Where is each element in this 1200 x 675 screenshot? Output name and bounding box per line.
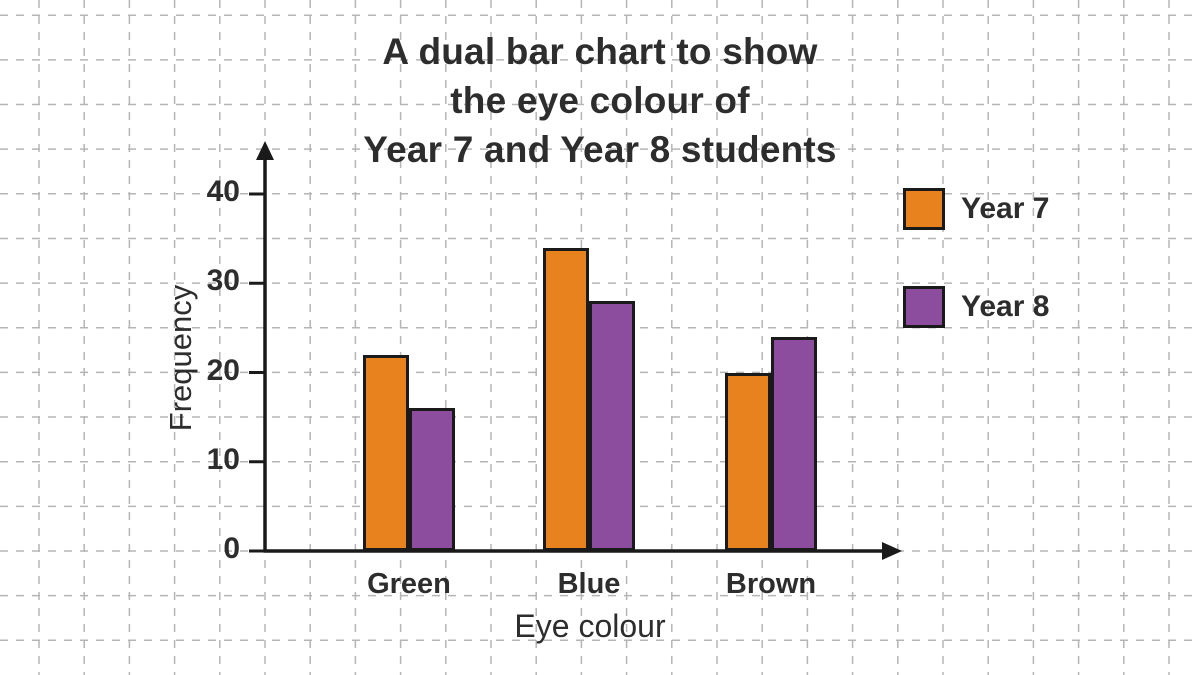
x-axis-label: Eye colour: [514, 608, 666, 644]
chart-title-line-3: Year 7 and Year 8 students: [363, 128, 837, 170]
x-axis-arrowhead: [882, 542, 902, 560]
bar-year-8-blue: [589, 301, 635, 551]
legend-swatch-year-8: [903, 286, 945, 328]
y-tick-label-30: 30: [206, 264, 240, 298]
legend: Year 7 Year 8: [903, 188, 1049, 328]
x-category-label-blue: Blue: [557, 568, 621, 600]
y-tick-label-20: 20: [206, 353, 240, 387]
chart-title-line-1: A dual bar chart to show: [382, 31, 818, 72]
bar-year-8-green: [409, 408, 455, 551]
legend-label-year-7: Year 7: [961, 192, 1050, 225]
bar-year-7-blue: [543, 247, 589, 551]
legend-item-year-8: Year 8: [903, 286, 1049, 328]
y-tick-label-0: 0: [223, 532, 240, 565]
bar-year-8-brown: [771, 336, 817, 551]
x-category-label-green: Green: [367, 568, 451, 600]
chart-title-line-2: the eye colour of: [450, 79, 750, 121]
bar-year-7-green: [363, 354, 409, 551]
legend-item-year-7: Year 7: [903, 188, 1049, 230]
chart-title: A dual bar chart to show the eye colour …: [10, 28, 1190, 174]
y-tick-label-10: 10: [206, 442, 240, 476]
x-category-label-brown: Brown: [725, 568, 817, 600]
y-tick-label-40: 40: [206, 175, 240, 208]
bar-year-7-brown: [725, 372, 771, 551]
y-axis-arrowhead: [256, 141, 274, 160]
legend-label-year-8: Year 8: [961, 290, 1050, 323]
legend-swatch-year-7: [903, 188, 945, 230]
